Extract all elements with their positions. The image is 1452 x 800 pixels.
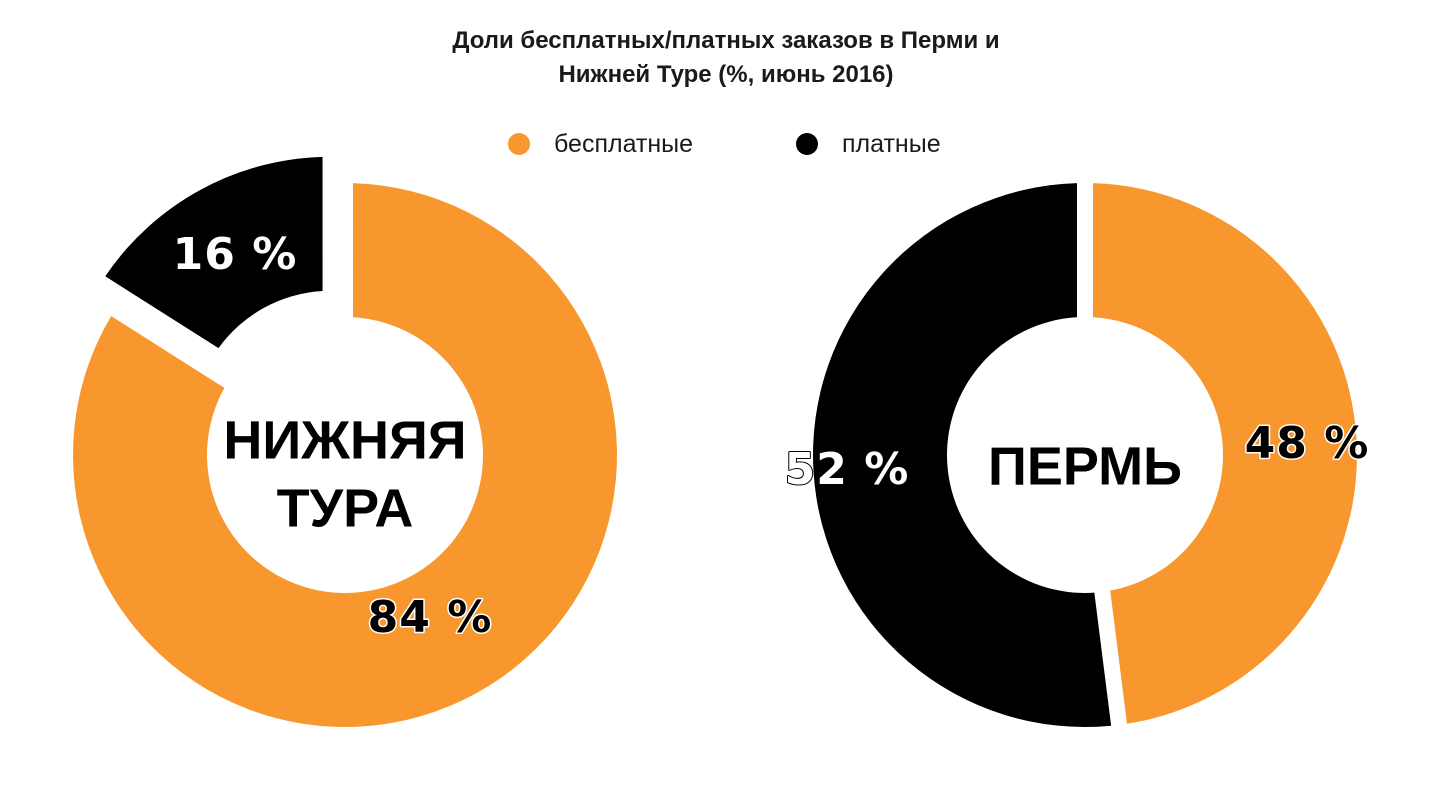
slice-free-chart-1 — [72, 183, 617, 727]
value-label-free-chart-1: 84 % — [368, 592, 493, 643]
donut-chart-perm: 48 % 52 % ПЕРМЬ — [784, 183, 1370, 727]
chart-title-line-1: Доли бесплатных/платных заказов в Перми … — [452, 27, 1000, 54]
slice-free-chart-2 — [1092, 183, 1358, 724]
legend-paid-label: платные — [842, 129, 941, 158]
center-label-line-1-chart-2: ПЕРМЬ — [988, 436, 1182, 496]
value-label-paid-chart-2: 52 % — [785, 444, 910, 495]
legend: бесплатные платные — [0, 127, 1452, 161]
slice-paid-chart-2 — [813, 183, 1112, 727]
value-label-paid-chart-1: 16 % — [173, 229, 298, 280]
legend-item-paid: платные — [796, 127, 941, 161]
legend-item-free: бесплатные — [508, 127, 693, 161]
chart-title: Доли бесплатных/платных заказов в Перми … — [0, 24, 1452, 92]
center-label-line-2-chart-1: ТУРА — [277, 478, 414, 538]
donut-chart-nizhnyaya-tura: 84 % 16 % НИЖНЯЯ ТУРА — [72, 156, 617, 727]
legend-free-label: бесплатные — [554, 129, 694, 158]
slice-paid-chart-1 — [105, 156, 323, 349]
value-label-free-chart-2: 48 % — [1245, 418, 1370, 469]
legend-free-swatch — [508, 133, 530, 155]
legend-paid-swatch — [796, 133, 818, 155]
center-label-line-1-chart-1: НИЖНЯЯ — [223, 410, 466, 470]
chart-title-line-2: Нижней Туре (%, июнь 2016) — [558, 61, 894, 88]
